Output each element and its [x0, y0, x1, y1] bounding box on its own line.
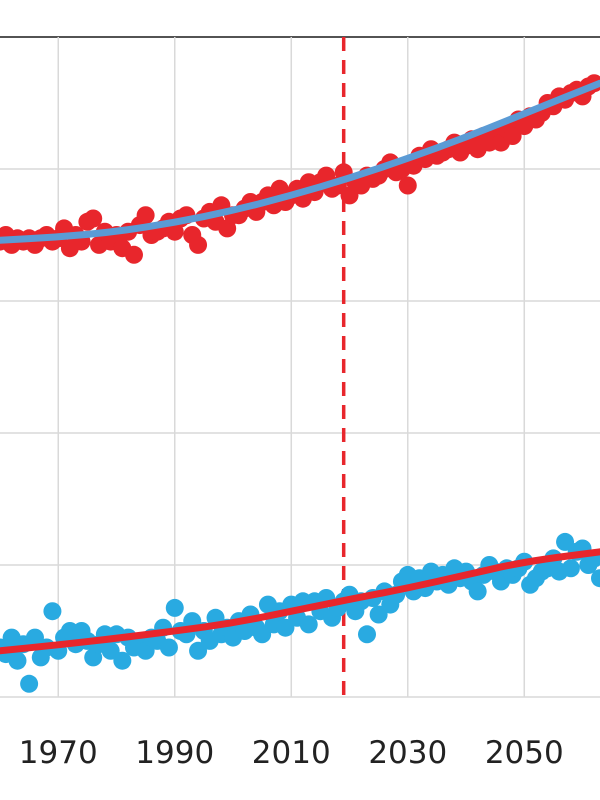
points-layer — [0, 74, 600, 693]
data-point-series-2 — [561, 559, 580, 578]
trend-line-series-3 — [0, 548, 600, 655]
x-tick-label: 2010 — [252, 735, 331, 771]
data-point-series-0 — [84, 209, 103, 228]
x-tick-labels: 1970 1990 2010 2030 2050 — [19, 735, 564, 771]
x-tick-label: 2030 — [368, 735, 447, 771]
data-point-series-0 — [136, 206, 155, 225]
data-point-series-0 — [189, 235, 208, 254]
x-tick-label: 1970 — [19, 735, 98, 771]
data-point-series-2 — [8, 651, 27, 670]
x-tick-label: 1990 — [135, 735, 214, 771]
trend-line-series-1 — [0, 79, 600, 244]
data-point-series-2 — [159, 638, 178, 657]
data-point-series-2 — [468, 582, 487, 601]
x-tick-label: 2050 — [485, 735, 564, 771]
data-point-series-2 — [357, 625, 376, 644]
fit-layer — [0, 79, 600, 655]
data-point-series-2 — [113, 651, 132, 670]
data-point-series-2 — [43, 602, 62, 621]
data-point-series-0 — [124, 245, 143, 264]
data-point-series-2 — [299, 615, 318, 634]
data-point-series-0 — [398, 176, 417, 195]
data-point-series-2 — [591, 569, 600, 588]
data-point-series-2 — [165, 598, 184, 617]
data-point-series-2 — [20, 674, 39, 693]
